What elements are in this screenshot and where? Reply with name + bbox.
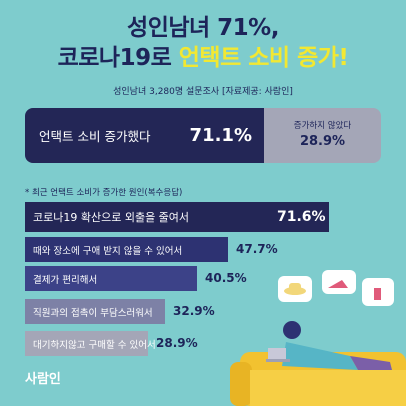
summary-no: 증가하지 않았다 28.9% bbox=[264, 108, 381, 163]
reason-label: 결제가 편리해서 bbox=[33, 274, 98, 286]
reason-label: 때와 장소에 구애 받지 않을 수 있어서 bbox=[33, 245, 183, 257]
headline-line2: 코로나19로 언택트 소비 증가! bbox=[0, 38, 406, 72]
person-with-laptop-icon bbox=[266, 321, 392, 370]
saramin-logo: 사람인 bbox=[25, 372, 61, 387]
headline-line1: 성인남녀 71%, bbox=[127, 15, 279, 41]
reason-value: 32.9% bbox=[173, 304, 215, 318]
summary-yes-value: 71.1% bbox=[189, 125, 252, 146]
summary-yes: 언택트 소비 증가했다 71.1% bbox=[25, 108, 264, 163]
summary-yes-label: 언택트 소비 증가했다 bbox=[39, 129, 151, 144]
reason-value: 28.9% bbox=[156, 336, 198, 350]
reason-bar: 직원과의 접촉이 부담스러워서 bbox=[25, 299, 165, 324]
reason-value: 40.5% bbox=[205, 271, 247, 285]
summary-no-value: 28.9% bbox=[299, 134, 346, 149]
survey-source: 성인남녀 3,280명 설문조사 [자료제공: 사람인] bbox=[113, 87, 293, 97]
reason-bar: 코로나19 확산으로 외출을 줄여서 bbox=[25, 202, 329, 232]
speech-bubble-lipstick-icon bbox=[362, 278, 394, 306]
headline-highlight: 언택트 소비 증가! bbox=[178, 45, 349, 71]
reason-bar: 때와 장소에 구애 받지 않을 수 있어서 bbox=[25, 237, 228, 262]
reason-label: 대기하지않고 구매할 수 있어서 bbox=[33, 339, 156, 351]
reason-label: 직원과의 접촉이 부담스러워서 bbox=[33, 307, 153, 319]
summary-no-label: 증가하지 않았다 bbox=[293, 121, 352, 131]
headline-prefix: 코로나19로 bbox=[57, 45, 179, 71]
speech-bubble-heels-icon bbox=[322, 270, 356, 294]
summary-bar: 언택트 소비 증가했다 71.1% 증가하지 않았다 28.9% bbox=[25, 108, 381, 163]
speech-bubble-hat-icon bbox=[278, 276, 312, 302]
sofa-illustration bbox=[230, 270, 406, 406]
reason-label: 코로나19 확산으로 외출을 줄여서 bbox=[33, 211, 190, 224]
reason-value: 47.7% bbox=[236, 242, 278, 256]
reason-bar: 대기하지않고 구매할 수 있어서 bbox=[25, 331, 156, 356]
reason-value: 71.6% bbox=[277, 209, 326, 225]
reason-bar: 결제가 편리해서 bbox=[25, 266, 197, 291]
reasons-title: * 최근 언택트 소비가 증가한 원인(복수응답) bbox=[25, 188, 183, 198]
